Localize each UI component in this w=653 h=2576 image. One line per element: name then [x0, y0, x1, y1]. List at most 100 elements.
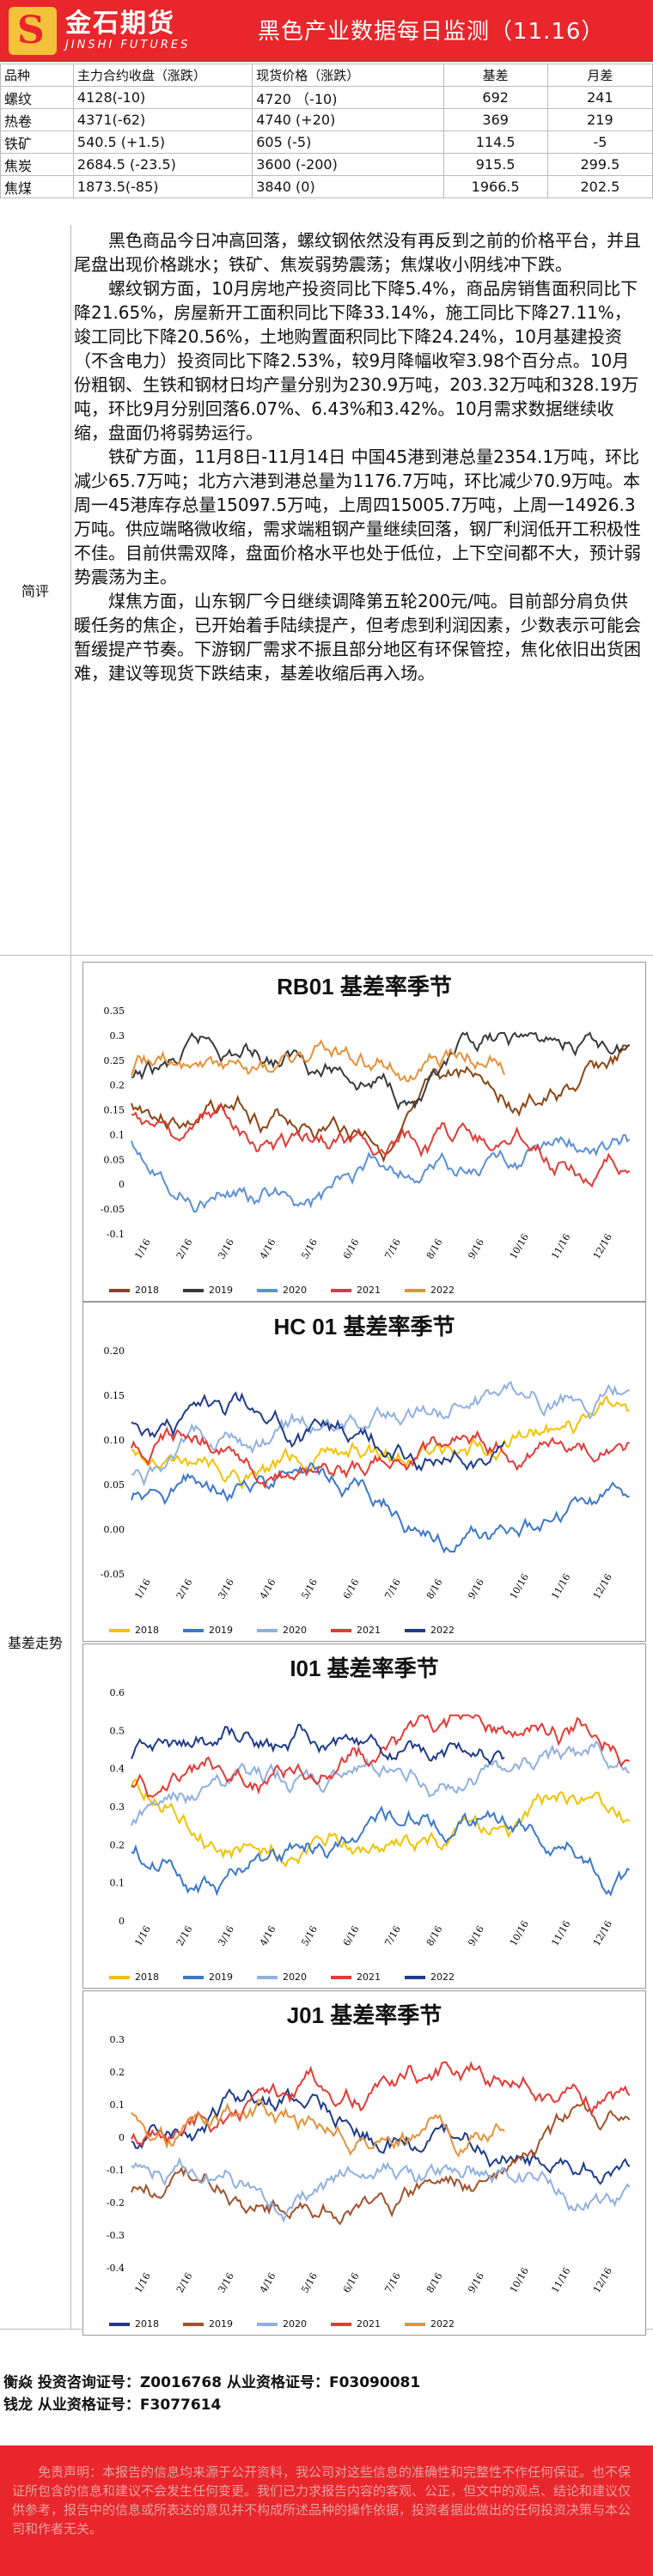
- y-tick-label: 0.05: [104, 1154, 125, 1165]
- commentary-section: 简评 黑色商品今日冲高回落，螺纹钢依然没有再反到之前的价格平台，并且尾盘出现价格…: [0, 225, 653, 956]
- y-tick-label: 0.20: [104, 1346, 125, 1357]
- legend-swatch: [109, 1628, 130, 1632]
- table-cell: 114.5: [442, 131, 548, 154]
- legend-label: 2020: [283, 2318, 307, 2330]
- x-tick-label: 6/16: [341, 1237, 362, 1261]
- series-line: [131, 1104, 631, 1188]
- legend-label: 2021: [357, 1625, 381, 1636]
- series-line: [131, 1461, 630, 1554]
- y-tick-label: 0.3: [110, 2034, 125, 2045]
- x-tick-label: 9/16: [466, 2271, 486, 2295]
- x-tick-label: 9/16: [466, 1924, 486, 1948]
- legend-swatch: [257, 2322, 278, 2326]
- x-tick-label: 6/16: [341, 1577, 362, 1601]
- legend-label: 2020: [283, 1625, 307, 1636]
- chart-title: I01 基差率季节: [290, 1656, 439, 1681]
- legend-swatch: [183, 1628, 204, 1632]
- legend-label: 2021: [357, 1971, 381, 1983]
- series-line: [131, 1805, 631, 1897]
- y-tick-label: 0: [119, 2132, 125, 2143]
- x-tick-label: 8/16: [424, 1237, 445, 1261]
- legend-swatch: [257, 1975, 278, 1979]
- logo-glyph: S: [17, 9, 45, 52]
- series-line: [131, 1380, 630, 1487]
- table-header: 品种: [0, 64, 74, 87]
- table-row: 焦炭 2684.5 (-23.5) 3600 (-200) 915.5 299.…: [0, 153, 653, 176]
- series-line: [131, 1039, 506, 1083]
- logo-mark-icon: S: [9, 7, 57, 55]
- x-tick-label: 2/16: [174, 1577, 195, 1601]
- x-tick-label: 7/16: [382, 1237, 403, 1261]
- x-tick-label: 5/16: [299, 1577, 320, 1601]
- series-line: [131, 2156, 631, 2223]
- y-tick-label: -0.2: [107, 2197, 125, 2208]
- x-tick-label: 10/16: [508, 1572, 531, 1601]
- legend-item: 2018: [109, 1971, 159, 1983]
- y-tick-label: 0.05: [104, 1479, 125, 1491]
- y-tick-label: 0: [119, 1179, 125, 1190]
- series-line: [131, 1394, 630, 1491]
- legend-swatch: [405, 1628, 425, 1632]
- table-cell: 605 (-5): [252, 131, 444, 154]
- table-cell: 4128(-10): [72, 86, 253, 109]
- table-cell: 692: [442, 86, 548, 109]
- series-line: [131, 1391, 506, 1473]
- legend-label: 2019: [209, 2318, 233, 2330]
- commentary-paragraph: 煤焦方面，山东钢厂今日继续调降第五轮200元/吨。目前部分肩负供暖任务的焦企，已…: [74, 591, 641, 683]
- y-tick-label: 0.3: [110, 1030, 125, 1042]
- x-tick-label: 8/16: [424, 2271, 445, 2295]
- table-cell: 915.5: [442, 153, 548, 176]
- x-tick-label: 3/16: [216, 1237, 236, 1261]
- legend-item: 2018: [109, 1285, 159, 1296]
- x-tick-label: 5/16: [299, 1237, 320, 1261]
- legend-label: 2022: [430, 1285, 455, 1296]
- x-tick-label: 9/16: [466, 1577, 486, 1601]
- chart-panel: 0.20 0.15 0.10 0.05 0.00 -0.05 1/16 2/16 3/16 4/1…: [82, 1302, 646, 1642]
- legend-item: 2022: [405, 1971, 455, 1983]
- legend-item: 2022: [405, 1285, 455, 1296]
- series-line: [131, 2098, 505, 2158]
- legend-item: 2019: [183, 1971, 233, 1983]
- page-title: 黑色产业数据每日监测（11.16）: [258, 19, 605, 45]
- table-cell: 螺纹: [0, 86, 74, 109]
- chart-legend: 2018 2019 2020 2021 2022: [109, 1285, 455, 1296]
- chart-legend: 2018 2019 2020 2021 2022: [109, 1971, 455, 1983]
- disclaimer: 免责声明：本报告的信息均来源于公开资料，我公司对这些信息的准确性和完整性不作任何…: [0, 2445, 653, 2576]
- legend-item: 2021: [331, 1625, 381, 1636]
- y-tick-label: 0.2: [110, 1839, 125, 1850]
- x-tick-label: 7/16: [382, 2271, 403, 2295]
- chart-title: HC 01 基差率季节: [273, 1314, 455, 1340]
- x-tick-label: 10/16: [508, 1919, 531, 1948]
- table-cell: 369: [442, 108, 548, 131]
- y-tick-label: 0.6: [110, 1687, 125, 1698]
- x-tick-label: 6/16: [341, 1924, 362, 1948]
- x-tick-label: 1/16: [132, 1924, 153, 1948]
- legend-item: 2020: [257, 1625, 307, 1636]
- series-line: [131, 1031, 631, 1111]
- x-tick-label: 11/16: [549, 1919, 572, 1948]
- table-header: 基差: [442, 64, 548, 87]
- x-tick-label: 8/16: [424, 1924, 445, 1948]
- chart-panel: 0.6 0.5 0.4 0.3 0.2 0.1 0 1/16 2/16 3/16 4/16 5/16 6…: [82, 1643, 646, 1989]
- y-tick-label: 0.5: [110, 1725, 125, 1736]
- y-tick-label: -0.3: [107, 2230, 125, 2241]
- x-tick-label: 10/16: [508, 1232, 531, 1261]
- x-tick-label: 4/16: [258, 1237, 278, 1261]
- table-cell: -5: [546, 131, 653, 154]
- commentary-paragraph: 铁矿方面，11月8日-11月14日 中国45港到港总量2354.1万吨，环比减少…: [74, 447, 641, 587]
- table-cell: 540.5 (+1.5): [72, 131, 253, 154]
- x-tick-label: 12/16: [591, 2266, 614, 2295]
- y-tick-label: 0.15: [104, 1390, 125, 1401]
- legend-item: 2022: [405, 1625, 455, 1636]
- legend-label: 2021: [357, 1285, 381, 1296]
- x-tick-label: 1/16: [132, 2271, 153, 2295]
- legend-label: 2019: [209, 1971, 233, 1983]
- legend-swatch: [331, 1288, 351, 1292]
- x-tick-label: 1/16: [132, 1237, 153, 1261]
- legend-swatch: [109, 1288, 130, 1292]
- legend-label: 2022: [430, 1625, 455, 1636]
- x-tick-label: 4/16: [258, 1924, 278, 1948]
- legend-swatch: [109, 2322, 130, 2326]
- basis-label: 基差走势: [0, 955, 71, 2329]
- series-line: [131, 1777, 631, 1868]
